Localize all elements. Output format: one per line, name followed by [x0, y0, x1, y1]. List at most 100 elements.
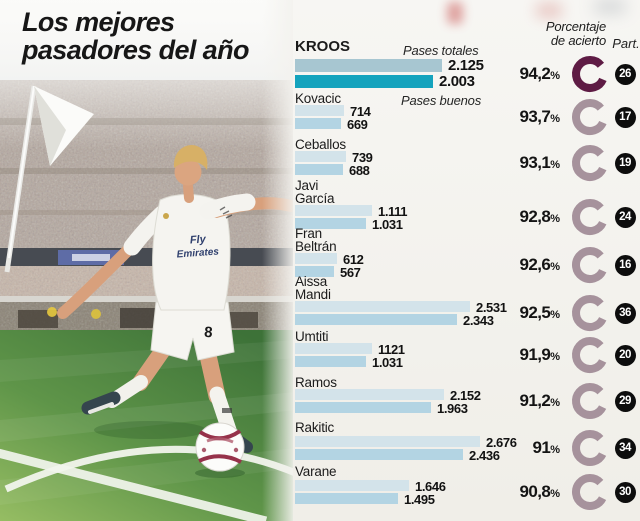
good-value: 2.003 — [439, 73, 475, 90]
participation-badge: 36 — [614, 302, 636, 324]
bar-good-passes — [295, 118, 341, 129]
photo-illustration: Fly Emirates 8 — [0, 0, 300, 521]
accuracy-ring — [572, 247, 607, 283]
stadium-photo: Fly Emirates 8 — [0, 0, 300, 521]
total-value: 1.111 — [378, 204, 408, 219]
player-name: Ramos — [295, 375, 337, 390]
player-illustration: Fly Emirates 8 — [57, 145, 297, 453]
good-value: 1.031 — [372, 217, 403, 232]
bar-good-passes — [295, 314, 457, 325]
bar-total-passes — [295, 105, 344, 116]
background-blur-gray — [594, 0, 626, 13]
page-title-line2: pasadores del año — [22, 35, 249, 66]
bar-total-passes — [295, 151, 346, 162]
accuracy-ring — [572, 199, 607, 235]
bar-good-passes — [295, 75, 433, 88]
good-value: 2.343 — [463, 313, 494, 328]
page-title: Los mejores pasadores del año — [22, 8, 249, 65]
participation-badge: 16 — [614, 254, 636, 276]
legend-good-passes: Pases buenos — [401, 93, 481, 108]
good-value: 2.436 — [469, 448, 500, 463]
bar-good-passes — [295, 402, 431, 413]
good-value: 1.495 — [404, 492, 435, 507]
player-name: Varane — [295, 464, 337, 479]
jersey-sponsor-line1: Fly — [189, 233, 207, 246]
participation-column-header: Part. — [612, 36, 640, 51]
bar-good-passes — [295, 356, 366, 367]
participation-badge: 17 — [614, 106, 636, 128]
bar-total-passes — [295, 301, 470, 312]
accuracy-value: 92,8% — [519, 207, 560, 226]
player-name: Aissa Mandi — [295, 274, 331, 302]
jersey-sponsor-line2: Emirates — [176, 247, 219, 261]
player-name: Rakitic — [295, 420, 335, 435]
player-name: Javi García — [295, 178, 335, 206]
bar-good-passes — [295, 218, 366, 229]
bar-good-passes — [295, 493, 398, 504]
sideline-benches — [0, 302, 296, 334]
accuracy-value: 91,9% — [519, 345, 560, 364]
bar-total-passes — [295, 205, 372, 216]
shorts-number: 8 — [204, 324, 214, 342]
accuracy-value: 92,5% — [519, 303, 560, 322]
bar-total-passes — [295, 59, 442, 72]
accuracy-ring — [572, 99, 607, 135]
background-blur-pink — [536, 3, 562, 18]
accuracy-ring — [572, 295, 607, 331]
participation-badge: 24 — [614, 206, 636, 228]
player-hair — [173, 145, 208, 170]
accuracy-ring — [572, 474, 607, 510]
bar-good-passes — [295, 449, 463, 460]
participation-badge: 20 — [614, 344, 636, 366]
good-value: 669 — [347, 117, 368, 132]
participation-badge: 30 — [614, 481, 636, 503]
total-value: 2.152 — [450, 388, 481, 403]
jersey-crest — [163, 213, 169, 219]
player-name: Umtiti — [295, 329, 329, 344]
participation-badge: 34 — [614, 437, 636, 459]
bar-good-passes — [295, 266, 334, 277]
page-title-line1: Los mejores — [22, 7, 175, 37]
accuracy-value: 93,1% — [519, 153, 560, 172]
bar-total-passes — [295, 436, 480, 447]
participation-badge: 29 — [614, 390, 636, 412]
accuracy-ring — [572, 383, 607, 419]
bar-total-passes — [295, 480, 409, 491]
good-value: 1.963 — [437, 401, 468, 416]
accuracy-column-header: Porcentaje de acierto — [545, 19, 606, 49]
bar-total-passes — [295, 343, 372, 354]
bar-good-passes — [295, 164, 343, 175]
accuracy-value: 91,2% — [519, 391, 560, 410]
accuracy-ring — [572, 145, 607, 181]
total-value: 714 — [350, 104, 371, 119]
passers-chart: Porcentaje de acierto Part. Pases totale… — [293, 0, 640, 521]
corner-flag — [4, 85, 94, 273]
total-value: 1121 — [378, 342, 405, 357]
ball — [195, 422, 245, 478]
accuracy-value: 94,2% — [519, 64, 560, 83]
bar-total-passes — [295, 253, 337, 264]
accuracy-value: 91% — [532, 438, 561, 457]
bar-total-passes — [295, 389, 444, 400]
good-value: 567 — [340, 265, 361, 280]
accuracy-value: 92,6% — [519, 255, 560, 274]
accuracy-ring — [572, 337, 607, 373]
total-value: 2.125 — [448, 57, 484, 74]
good-value: 688 — [349, 163, 370, 178]
total-value: 1.646 — [415, 479, 446, 494]
accuracy-value: 90,8% — [519, 482, 560, 501]
total-value: 2.531 — [476, 300, 507, 315]
good-value: 1.031 — [372, 355, 403, 370]
player-name: Kovacic — [295, 91, 341, 106]
total-value: 739 — [352, 150, 373, 165]
participation-badge: 19 — [614, 152, 636, 174]
background-blur-red — [447, 2, 463, 24]
player-name: Fran Beltrán — [295, 226, 337, 254]
legend-total-passes: Pases totales — [403, 43, 479, 58]
player-name: Ceballos — [295, 137, 346, 152]
accuracy-value: 93,7% — [519, 107, 560, 126]
total-value: 2.676 — [486, 435, 517, 450]
participation-badge: 26 — [614, 63, 636, 85]
accuracy-ring — [572, 56, 607, 92]
